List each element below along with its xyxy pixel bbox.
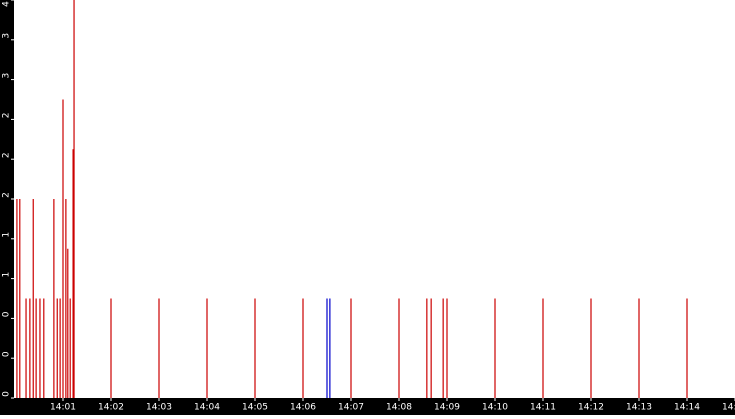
x-tick-label: 14:12 bbox=[578, 403, 604, 413]
x-tick-label: 14:11 bbox=[530, 403, 556, 413]
x-tick-label: 14:14 bbox=[674, 403, 700, 413]
y-tick-label: 0 bbox=[2, 391, 12, 397]
y-tick-label: 1 bbox=[2, 272, 12, 278]
y-tick-label: 4 bbox=[2, 1, 12, 7]
y-axis-strip bbox=[0, 0, 14, 415]
x-tick-label: 14:04 bbox=[194, 403, 220, 413]
x-tick-label: 14:05 bbox=[242, 403, 268, 413]
y-tick-label: 0 bbox=[2, 311, 12, 317]
x-tick-label: 14:02 bbox=[98, 403, 124, 413]
y-tick-label: 2 bbox=[2, 113, 12, 119]
y-tick-label: 2 bbox=[2, 152, 12, 158]
x-tick-label: 14:03 bbox=[146, 403, 172, 413]
y-tick-label: 2 bbox=[2, 192, 12, 198]
y-tick-label: 1 bbox=[2, 232, 12, 238]
x-tick-label: 14:15 bbox=[722, 403, 735, 413]
y-tick-label: 3 bbox=[2, 73, 12, 79]
x-axis-strip bbox=[0, 398, 735, 415]
x-tick-label: 14:13 bbox=[626, 403, 652, 413]
x-tick-label: 14:06 bbox=[290, 403, 316, 413]
x-tick-label: 14:08 bbox=[386, 403, 412, 413]
x-tick-label: 14:09 bbox=[434, 403, 460, 413]
x-tick-label: 14:07 bbox=[338, 403, 364, 413]
x-tick-label: 14:10 bbox=[482, 403, 508, 413]
x-tick-label: 14:01 bbox=[50, 403, 76, 413]
y-tick-label: 0 bbox=[2, 351, 12, 357]
y-tick-label: 3 bbox=[2, 33, 12, 39]
